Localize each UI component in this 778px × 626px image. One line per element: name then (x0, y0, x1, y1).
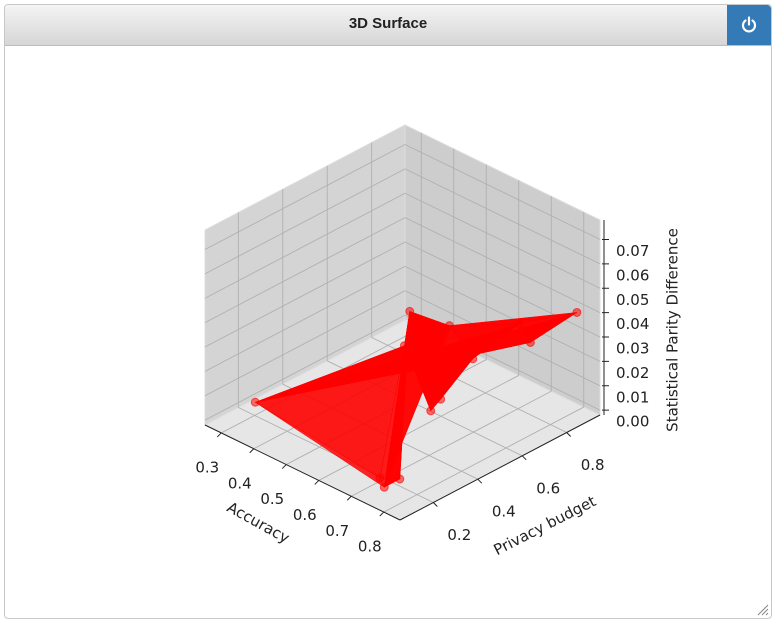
data-point (514, 319, 524, 329)
data-point (399, 341, 409, 351)
x-tick-label: 0.7 (325, 522, 349, 540)
x-axis-line (204, 424, 401, 521)
grid-line (404, 144, 601, 240)
x-tick-label: 0.5 (260, 490, 284, 508)
grid-line (204, 241, 406, 348)
x-tick-label: 0.6 (293, 506, 317, 524)
data-point (395, 474, 405, 484)
z-tick-label: 0.01 (616, 388, 649, 406)
y-tick-label: 0.6 (536, 479, 560, 497)
z-tick-label: 0.03 (616, 340, 649, 358)
z-tick-label: 0.00 (616, 413, 649, 431)
data-point (572, 307, 582, 317)
tick-mark (566, 432, 572, 437)
surface-face (440, 324, 474, 401)
grid-line (404, 192, 601, 289)
z-tick-label: 0.05 (616, 291, 649, 309)
resize-grip[interactable] (755, 602, 769, 616)
power-button[interactable] (727, 5, 771, 45)
z-tick-label: 0.04 (616, 315, 649, 333)
tick-mark (314, 480, 320, 485)
panel: 3D Surface (4, 4, 772, 619)
grid-line (204, 144, 406, 250)
data-point (525, 337, 535, 347)
x-tick-label: 0.4 (228, 474, 252, 492)
z-tick-label: 0.06 (616, 266, 649, 284)
grid-line (204, 192, 406, 299)
grid-line (404, 241, 601, 338)
z-axis-label: Statistical Parity Difference (664, 228, 682, 432)
data-point (250, 397, 260, 407)
tick-mark (432, 502, 438, 507)
y-tick-label: 0.4 (492, 503, 516, 521)
panel-title: 3D Surface (348, 15, 428, 32)
grid-line (204, 217, 406, 324)
tick-mark (346, 495, 352, 501)
tick-mark (379, 511, 385, 517)
grid-line (204, 314, 406, 421)
grid-line (204, 168, 406, 275)
panel-header: 3D Surface (5, 5, 771, 46)
x-tick-label: 0.8 (358, 538, 382, 556)
tick-mark (216, 432, 222, 438)
z-tick-label: 0.07 (616, 242, 649, 260)
y-tick-label: 0.2 (447, 526, 471, 544)
power-icon (741, 16, 757, 33)
data-point (375, 473, 385, 483)
grid-line (204, 265, 406, 372)
y-axis-line (399, 414, 601, 521)
data-point (426, 406, 436, 416)
tick-mark (249, 448, 255, 454)
grid-line (404, 217, 601, 314)
y-tick-label: 0.8 (581, 456, 605, 474)
data-point (444, 321, 454, 331)
z-tick-label: 0.02 (616, 364, 649, 382)
data-point (468, 354, 478, 364)
tick-mark (281, 464, 287, 469)
data-point (436, 394, 446, 404)
tick-mark (521, 455, 527, 461)
tick-mark (477, 478, 483, 484)
surface-face (409, 310, 450, 411)
grid-line (204, 290, 406, 397)
grid-line (404, 265, 601, 362)
grid-line (404, 168, 601, 265)
data-point (379, 482, 389, 492)
x-tick-label: 0.3 (195, 458, 219, 476)
data-point (405, 306, 415, 316)
